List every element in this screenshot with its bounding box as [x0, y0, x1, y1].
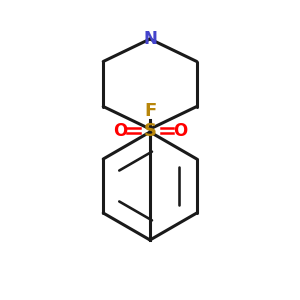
Text: N: N [143, 30, 157, 48]
Text: S: S [143, 122, 157, 140]
Text: O: O [173, 122, 187, 140]
Text: F: F [144, 102, 156, 120]
Text: O: O [113, 122, 127, 140]
